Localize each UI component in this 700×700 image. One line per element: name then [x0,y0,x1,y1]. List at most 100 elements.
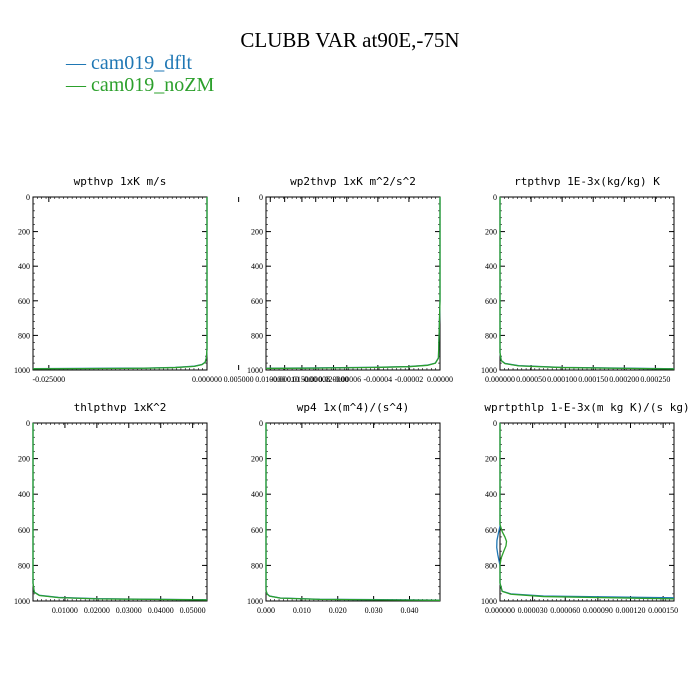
y-tick-label: 1000 [14,366,30,375]
series-line-cam019_dflt [265,423,441,601]
y-tick-label: 800 [251,331,263,340]
chart-panel-2: rtpthvp 1E-3x(kg/kg) K020040060080010000… [481,175,675,384]
series-line-cam019_noZM [499,423,675,600]
panel-title: wprtpthlp 1-E-3x(m kg K)/(s kg) [484,401,689,414]
y-tick-label: 1000 [247,597,263,606]
x-tick-label: 0.000150 [578,375,608,384]
y-tick-label: 600 [18,526,30,535]
y-tick-label: 600 [485,297,497,306]
x-tick-label: 0.000090 [583,606,613,615]
series-line-cam019_dflt [496,423,675,599]
x-tick-label: -0.00004 [364,375,393,384]
x-tick-label: 0.000030 [518,606,548,615]
series-line-cam019_dflt [499,197,675,370]
x-tick-label: -0.00006 [332,375,361,384]
panel-title: wpthvp 1xK m/s [74,175,167,188]
plot-frame [499,196,675,371]
y-tick-label: 600 [251,297,263,306]
plot-frame [265,196,441,371]
series-line-cam019_dflt [32,423,208,601]
x-tick-label: 0.020 [329,606,347,615]
series-line-cam019_noZM [32,423,208,601]
chart-panel-1: wp2thvp 1xK m^2/s^2 0 200 400 600 800 1000 -0.0… [247,175,453,384]
y-tick-label: 400 [18,262,30,271]
y-tick-label: 800 [251,561,263,570]
y-tick-label: 800 [18,331,30,340]
plot-frame [265,422,441,602]
panel-title: wp4 1x(m^4)/(s^4) [297,401,410,414]
series-line-cam019_dflt [265,197,441,369]
plot-frame [499,422,675,602]
y-tick-label: 400 [18,490,30,499]
x-tick-label: -0.00002 [395,375,424,384]
x-tick-label: 0.000050 [516,375,546,384]
y-tick-label: 0 [26,193,30,202]
series-line-cam019_noZM [32,197,208,370]
x-tick-label: 0.000100 [547,375,577,384]
x-tick-label: 0.02000 [84,606,110,615]
y-tick-label: 800 [485,561,497,570]
x-tick-label: 0.000120 [616,606,646,615]
y-tick-label: 200 [485,228,497,237]
x-tick-label: 0.000150 [648,606,678,615]
y-tick-label: 200 [251,228,263,237]
y-tick-label: 0 [493,419,497,428]
y-tick-label: 0 [259,419,263,428]
y-tick-label: 600 [251,526,263,535]
x-tick-label: 0.03000 [116,606,142,615]
panel-title: thlpthvp 1xK^2 [74,401,167,414]
legend-entry-nozm: — cam019_noZM [66,74,215,96]
chart-panel-4: wp4 1x(m^4)/(s^4) 0 200 400 600 800 10000.000 0… [247,401,441,615]
y-tick-label: 400 [251,262,263,271]
series-line-cam019_noZM [499,197,675,370]
y-tick-label: 400 [485,490,497,499]
x-tick-label: 0.000000 [485,606,515,615]
x-tick-label: 0.000 [257,606,275,615]
series-line-cam019_dflt [32,197,208,370]
y-tick-label: 600 [18,297,30,306]
x-tick-label: 0.000200 [609,375,639,384]
y-tick-label: 200 [18,228,30,237]
x-tick-label: 0.000060 [550,606,580,615]
page-title: CLUBB VAR at90E,-75N [240,28,460,52]
plot-frame [32,422,208,602]
chart-panel-0: wpthvp 1xK m/s02004006008001000-0.025000… [14,175,349,384]
series-line-cam019_noZM [265,197,441,370]
y-tick-label: 800 [18,561,30,570]
y-tick-label: 400 [251,490,263,499]
x-tick-label: 0.005000 [224,375,254,384]
y-tick-label: 0 [26,419,30,428]
y-tick-label: 200 [18,455,30,464]
y-tick-label: 1000 [481,597,497,606]
x-tick-label: 0.030 [365,606,383,615]
panel-title: rtpthvp 1E-3x(kg/kg) K [514,175,660,188]
y-tick-label: 400 [485,262,497,271]
series-line-cam019_noZM [265,423,441,601]
x-tick-label: 0.000000 [192,375,222,384]
x-tick-label: 0.04000 [148,606,174,615]
x-tick-label: 0.05000 [180,606,206,615]
x-tick-label: -0.00010 [270,375,299,384]
x-tick-label: 0.000000 [485,375,515,384]
y-tick-label: 200 [485,455,497,464]
x-tick-label: 0.040 [401,606,419,615]
x-tick-label: 0.01000 [52,606,78,615]
x-tick-label: 0.010000 [255,375,285,384]
panel-title: wp2thvp 1xK m^2/s^2 [290,175,416,188]
y-tick-label: 800 [485,331,497,340]
chart-panel-3: thlpthvp 1xK^2 0 200 400 600 800 1000 0.01000 0.… [14,401,208,615]
y-tick-label: 1000 [247,366,263,375]
y-tick-label: 600 [485,526,497,535]
x-tick-label: 0.00000 [427,375,453,384]
x-tick-label: 0.020000 [319,375,349,384]
y-tick-label: 1000 [481,366,497,375]
y-tick-label: 1000 [14,597,30,606]
legend-entry-dflt: — cam019_dflt [66,52,193,74]
x-tick-label: 0.000250 [640,375,670,384]
x-tick-label: -0.025000 [32,375,65,384]
y-tick-label: 200 [251,455,263,464]
plot-frame [32,196,208,371]
x-tick-label: 0.010 [293,606,311,615]
x-tick-label: -0.00008 [301,375,330,384]
